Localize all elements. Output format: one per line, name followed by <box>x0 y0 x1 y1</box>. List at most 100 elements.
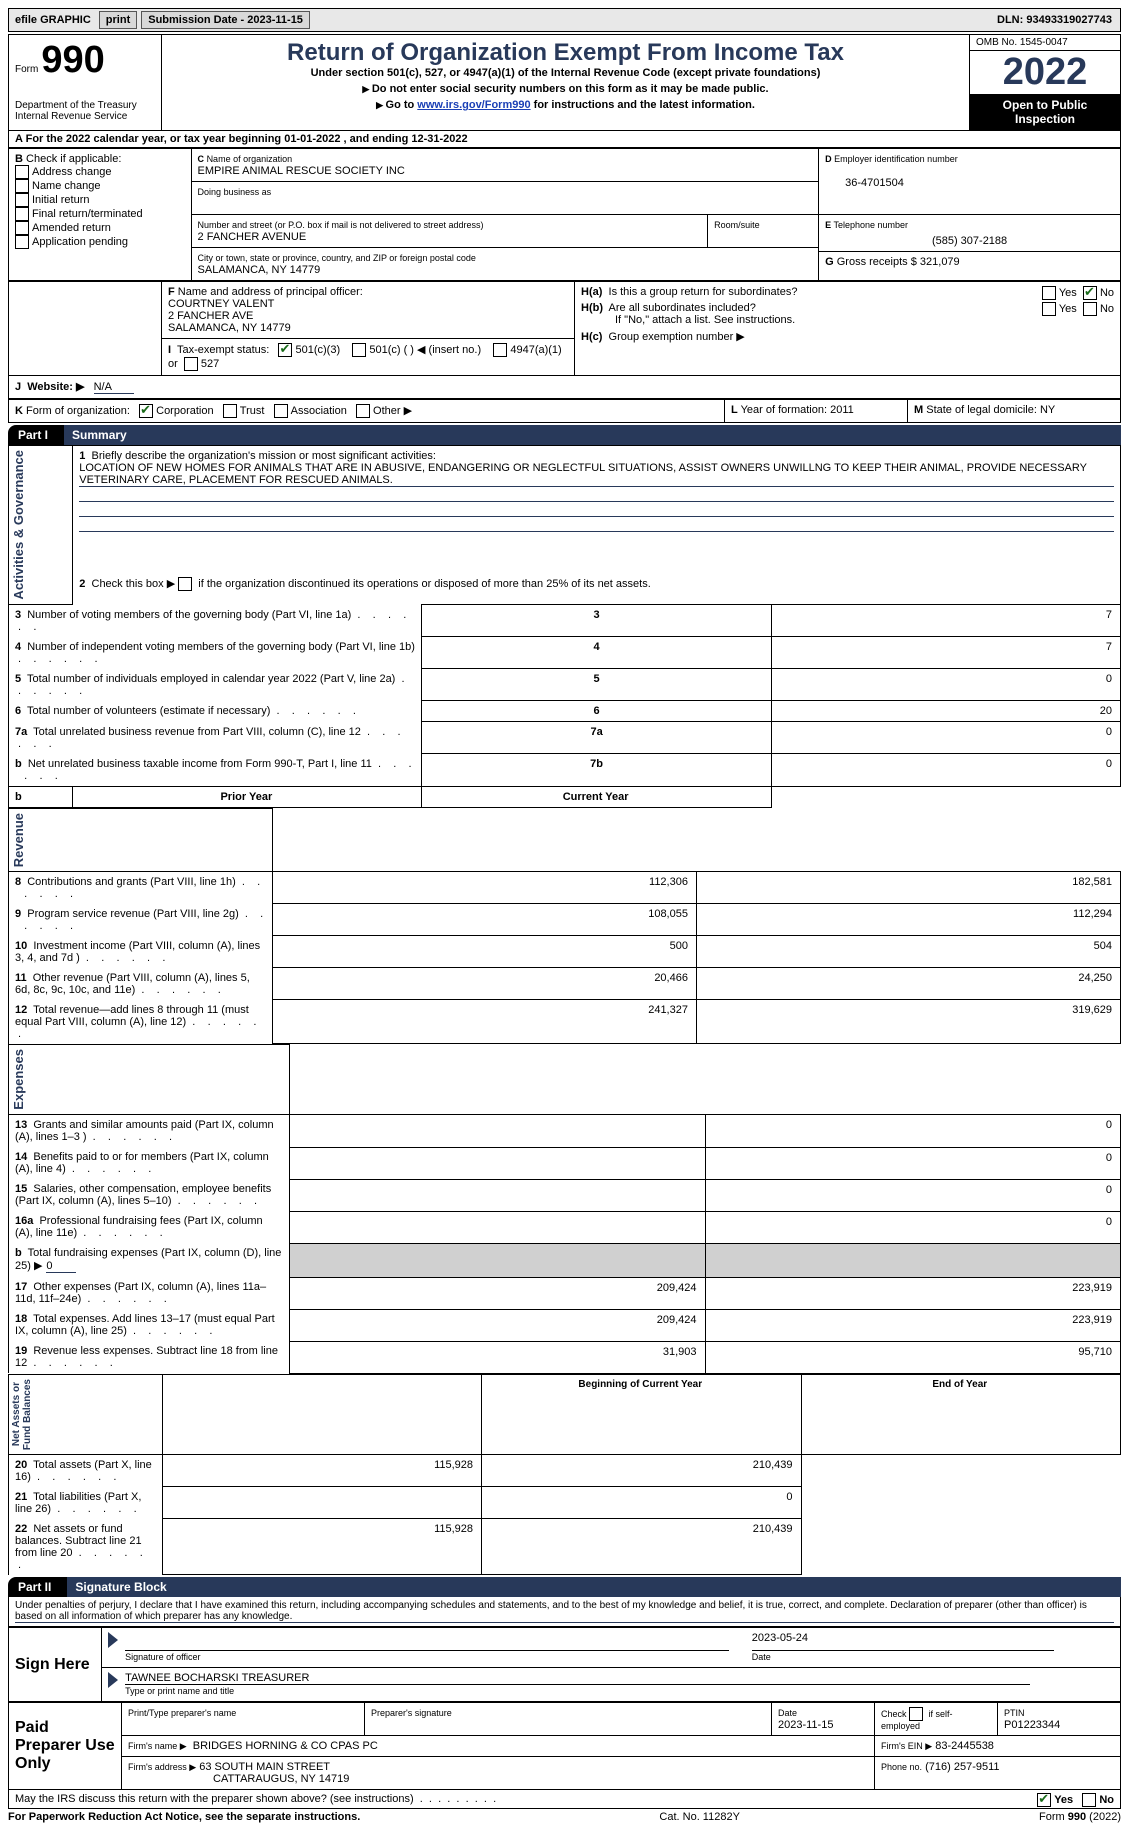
irs-link[interactable]: www.irs.gov/Form990 <box>417 99 530 111</box>
hb-yes-checkbox[interactable] <box>1042 302 1056 316</box>
i-527-checkbox[interactable] <box>184 357 198 371</box>
paid-preparer-block: Paid Preparer Use Only Print/Type prepar… <box>8 1702 1121 1790</box>
summary-row: 22 Net assets or fund balances. Subtract… <box>9 1519 1121 1575</box>
sig-date: 2023-05-24 <box>752 1632 1054 1651</box>
dba-lbl: Doing business as <box>198 187 272 197</box>
summary-row: b Net unrelated business taxable income … <box>9 754 1121 787</box>
b-opt-checkbox[interactable] <box>15 179 29 193</box>
summary-row: 5 Total number of individuals employed i… <box>9 669 1121 701</box>
ha-yes-checkbox[interactable] <box>1042 286 1056 300</box>
part2-tab: Part II <box>8 1577 67 1597</box>
prep-date-lbl: Date <box>778 1708 797 1718</box>
b-opt-checkbox[interactable] <box>15 193 29 207</box>
b-option: Application pending <box>15 235 185 249</box>
summary-row: 3 Number of voting members of the govern… <box>9 604 1121 637</box>
state-domicile: NY <box>1040 404 1055 416</box>
gross-receipts: 321,079 <box>920 256 960 268</box>
self-emp-checkbox[interactable] <box>909 1707 923 1721</box>
top-toolbar: efile GRAPHIC print Submission Date - 20… <box>8 8 1121 32</box>
efile-label: efile GRAPHIC <box>11 12 95 28</box>
b-opt-checkbox[interactable] <box>15 165 29 179</box>
form-subtitle: Under section 501(c), 527, or 4947(a)(1)… <box>168 67 963 79</box>
footer-left: For Paperwork Reduction Act Notice, see … <box>8 1811 360 1823</box>
sig-caret-icon <box>108 1632 118 1648</box>
summary-row: 20 Total assets (Part X, line 16) . . . … <box>9 1454 1121 1487</box>
part1-tab: Part I <box>8 425 64 445</box>
hc-text: Group exemption number ▶ <box>609 331 745 343</box>
summary-row: 16a Professional fundraising fees (Part … <box>9 1211 1121 1243</box>
discuss-no-checkbox[interactable] <box>1082 1793 1096 1807</box>
summary-row: 8 Contributions and grants (Part VIII, l… <box>9 871 1121 904</box>
k-option: Corporation <box>139 405 223 417</box>
tax-year: 2022 <box>970 51 1120 94</box>
i-4947-checkbox[interactable] <box>493 343 507 357</box>
k-opt-checkbox[interactable] <box>274 404 288 418</box>
firm-name: BRIDGES HORNING & CO CPAS PC <box>193 1740 378 1752</box>
summary-row: 19 Revenue less expenses. Subtract line … <box>9 1341 1121 1373</box>
prep-name-lbl: Print/Type preparer's name <box>128 1708 236 1718</box>
b-option: Amended return <box>15 221 185 235</box>
officer-addr2: SALAMANCA, NY 14779 <box>168 322 291 334</box>
ptin-lbl: PTIN <box>1004 1708 1025 1718</box>
city-value: SALAMANCA, NY 14779 <box>198 264 321 276</box>
firm-phone: (716) 257-9511 <box>925 1761 999 1773</box>
i-501c-checkbox[interactable] <box>352 343 366 357</box>
form-title: Return of Organization Exempt From Incom… <box>168 39 963 67</box>
typed-name: TAWNEE BOCHARSKI TREASURER <box>125 1672 1030 1685</box>
summary-row: 4 Number of independent voting members o… <box>9 637 1121 669</box>
firm-name-lbl: Firm's name ▶ <box>128 1741 187 1751</box>
prep-sig-lbl: Preparer's signature <box>371 1708 452 1718</box>
discuss-yes-checkbox[interactable] <box>1037 1793 1051 1807</box>
b-label: Check if applicable: <box>26 153 121 165</box>
b-option: Address change <box>15 165 185 179</box>
sig-officer-lbl: Signature of officer <box>125 1652 200 1662</box>
form-header: Form 990 Department of the Treasury Inte… <box>8 34 1121 131</box>
k-opt-checkbox[interactable] <box>223 404 237 418</box>
sig-caret-icon-2 <box>108 1672 118 1688</box>
b-opt-checkbox[interactable] <box>15 221 29 235</box>
k-option: Association <box>274 405 356 417</box>
form-note-ssn: Do not enter social security numbers on … <box>168 83 963 95</box>
vlabel-net: Net Assets or Fund Balances <box>9 1375 35 1454</box>
firm-addr-lbl: Firm's address ▶ <box>128 1762 196 1772</box>
form-word: Form <box>15 64 38 75</box>
expenses-table: Expenses 13 Grants and similar amounts p… <box>8 1044 1121 1373</box>
f-lbl: Name and address of principal officer: <box>178 286 363 298</box>
submission-date-label: Submission Date - 2023-11-15 <box>141 11 310 29</box>
k-opt-checkbox[interactable] <box>356 404 370 418</box>
street-value: 2 FANCHER AVENUE <box>198 231 307 243</box>
summary-row: 12 Total revenue—add lines 8 through 11 … <box>9 1000 1121 1044</box>
c-name-lbl: Name of organization <box>207 154 293 164</box>
b-opt-checkbox[interactable] <box>15 235 29 249</box>
hb-no-checkbox[interactable] <box>1083 302 1097 316</box>
summary-row: 14 Benefits paid to or for members (Part… <box>9 1147 1121 1179</box>
k-option: Trust <box>223 405 274 417</box>
mission-text: LOCATION OF NEW HOMES FOR ANIMALS THAT A… <box>79 462 1114 487</box>
hb-note: If "No," attach a list. See instructions… <box>581 314 1114 326</box>
b-option: Initial return <box>15 193 185 207</box>
line2-checkbox[interactable] <box>178 577 192 591</box>
i-501c3-checkbox[interactable] <box>278 343 292 357</box>
b-option: Name change <box>15 179 185 193</box>
b-opt-checkbox[interactable] <box>15 207 29 221</box>
discuss-row: May the IRS discuss this return with the… <box>8 1790 1121 1809</box>
part1-header: Part I Summary <box>8 425 1121 445</box>
firm-ein: 83-2445538 <box>935 1740 994 1752</box>
public-inspection-badge: Open to Public Inspection <box>970 94 1120 130</box>
year-formation: 2011 <box>830 404 854 416</box>
print-button[interactable]: print <box>99 11 137 29</box>
k-opt-checkbox[interactable] <box>139 404 153 418</box>
summary-row: 13 Grants and similar amounts paid (Part… <box>9 1115 1121 1148</box>
goto-arrow <box>376 99 385 111</box>
city-lbl: City or town, state or province, country… <box>198 253 476 263</box>
website-value: N/A <box>94 381 134 394</box>
summary-row: b Total fundraising expenses (Part IX, c… <box>9 1243 1121 1277</box>
ha-no-checkbox[interactable] <box>1083 286 1097 300</box>
room-lbl: Room/suite <box>714 220 760 230</box>
d-lbl: Employer identification number <box>834 154 958 164</box>
e-lbl: Telephone number <box>833 220 908 230</box>
firm-addr1: 63 SOUTH MAIN STREET <box>199 1761 330 1773</box>
summary-row: 17 Other expenses (Part IX, column (A), … <box>9 1277 1121 1309</box>
summary-row: 10 Investment income (Part VIII, column … <box>9 936 1121 968</box>
omb-label: OMB No. 1545-0047 <box>970 35 1120 51</box>
